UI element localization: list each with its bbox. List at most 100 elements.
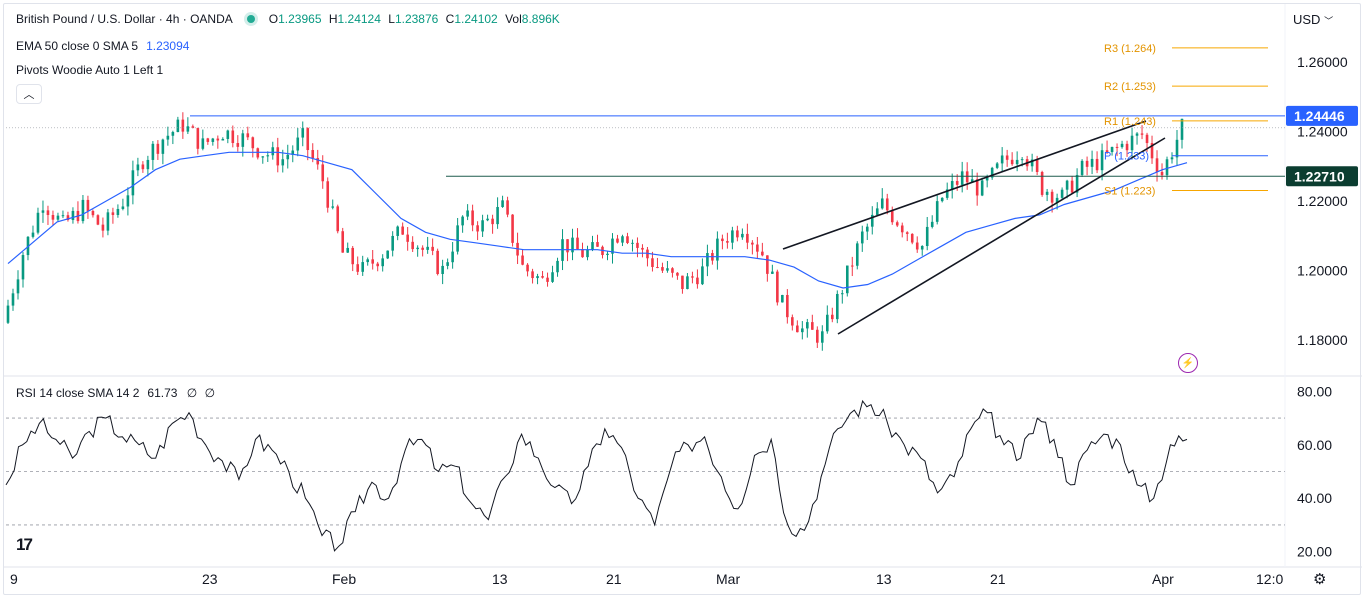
candle-body — [217, 139, 220, 141]
candle-body — [801, 328, 804, 332]
candle-body — [706, 253, 709, 266]
candle-body — [42, 210, 45, 212]
candle-body — [746, 234, 749, 243]
candle-body — [981, 180, 984, 195]
candle-body — [167, 136, 170, 140]
candle-body — [831, 315, 834, 319]
candle-body — [856, 243, 859, 265]
chevron-down-icon: ﹀ — [1324, 16, 1333, 26]
candle-body — [841, 293, 844, 294]
candle-body — [846, 266, 849, 294]
candle-body — [202, 138, 205, 148]
candle-body — [501, 200, 504, 207]
candle-body — [651, 258, 654, 267]
candle-body — [631, 243, 634, 244]
symbol-legend[interactable]: British Pound / U.S. Dollar · 4h · OANDA… — [16, 12, 560, 26]
candle-body — [296, 138, 299, 151]
candle-body — [227, 131, 230, 139]
price-tick-label: 1.18000 — [1297, 332, 1348, 348]
candle-body — [451, 252, 454, 263]
candle-body — [1081, 161, 1084, 175]
ohlc-values: O1.23965 H1.24124 L1.23876 C1.24102 Vol8… — [269, 12, 560, 26]
rsi-legend[interactable]: RSI 14 close SMA 14 2 61.73 ∅ ∅ — [16, 386, 215, 400]
candle-body — [52, 215, 55, 220]
candle-body — [541, 276, 544, 278]
lightning-icon[interactable]: ⚡ — [1178, 353, 1198, 373]
ema-line — [8, 152, 1187, 288]
candle-body — [1061, 190, 1064, 198]
candle-body — [1166, 159, 1169, 175]
candle-body — [1086, 161, 1089, 167]
candle-body — [966, 171, 969, 182]
candle-body — [886, 198, 889, 210]
collapse-legend-button[interactable]: ︿ — [16, 84, 42, 104]
candle-body — [901, 225, 904, 232]
candle-body — [506, 200, 509, 214]
ema-value: 1.23094 — [146, 39, 189, 53]
candle-body — [112, 212, 115, 215]
rsi-extra-2: ∅ — [205, 386, 215, 400]
time-tick-label: Mar — [716, 571, 740, 587]
price-tick-label: 1.22000 — [1297, 193, 1348, 209]
candle-body — [152, 144, 155, 160]
pivot-label: R2 (1.253) — [1104, 81, 1156, 93]
candle-body — [7, 306, 10, 323]
candle-body — [1101, 150, 1104, 170]
rsi-line — [6, 401, 1187, 551]
candle-body — [736, 230, 739, 237]
candle-body — [676, 273, 679, 276]
candle-body — [177, 120, 180, 132]
candle-body — [836, 294, 839, 319]
candle-body — [806, 322, 809, 328]
candle-body — [741, 234, 744, 237]
candle-body — [1146, 135, 1149, 143]
candle-body — [336, 206, 339, 231]
time-tick-label: 13 — [492, 571, 508, 587]
candle-body — [1126, 144, 1129, 150]
candle-body — [951, 181, 954, 189]
time-tick-label: 21 — [990, 571, 1006, 587]
ema-legend[interactable]: EMA 50 close 0 SMA 5 1.23094 — [16, 39, 189, 53]
tradingview-logo-icon[interactable]: 17 — [16, 535, 31, 555]
currency-selector[interactable]: USD ﹀ — [1293, 12, 1333, 27]
pivots-legend[interactable]: Pivots Woodie Auto 1 Left 1 — [16, 63, 163, 77]
candle-body — [22, 255, 25, 279]
pivot-label: R3 (1.264) — [1104, 43, 1156, 55]
candle-body — [436, 251, 439, 274]
candle-body — [17, 279, 20, 293]
candle-body — [326, 181, 329, 207]
candle-body — [351, 248, 354, 264]
candle-body — [102, 225, 105, 231]
candle-body — [596, 242, 599, 247]
price-tick-label: 1.26000 — [1297, 54, 1348, 70]
candle-body — [406, 235, 409, 242]
candle-body — [316, 158, 319, 164]
candle-body — [321, 164, 324, 181]
candle-body — [641, 248, 644, 250]
pivot-label: R1 (1.243) — [1104, 116, 1156, 128]
candle-body — [491, 219, 494, 224]
candle-body — [861, 232, 864, 244]
candle-body — [246, 133, 249, 137]
candle-body — [811, 322, 814, 330]
pivots-label: Pivots Woodie Auto 1 Left 1 — [16, 63, 163, 77]
candle-body — [556, 261, 559, 272]
candle-body — [187, 126, 190, 131]
candle-body — [976, 179, 979, 195]
time-tick-label: 12:0 — [1256, 571, 1283, 587]
price-tick-label: 1.20000 — [1297, 263, 1348, 279]
gear-icon[interactable]: ⚙ — [1313, 570, 1326, 588]
candle-body — [1066, 181, 1069, 190]
candle-body — [172, 132, 175, 136]
main-pane: R3 (1.264) R2 (1.253) R1 (1.243) P (1.233) S… — [6, 43, 1285, 351]
support-price-label: 1.22710 — [1294, 168, 1345, 184]
candle-body — [127, 195, 130, 206]
candle-body — [242, 133, 245, 147]
candle-body — [521, 256, 524, 265]
candle-body — [237, 143, 240, 147]
time-tick-label: 13 — [876, 571, 892, 587]
candle-body — [466, 210, 469, 216]
candle-body — [681, 276, 684, 289]
